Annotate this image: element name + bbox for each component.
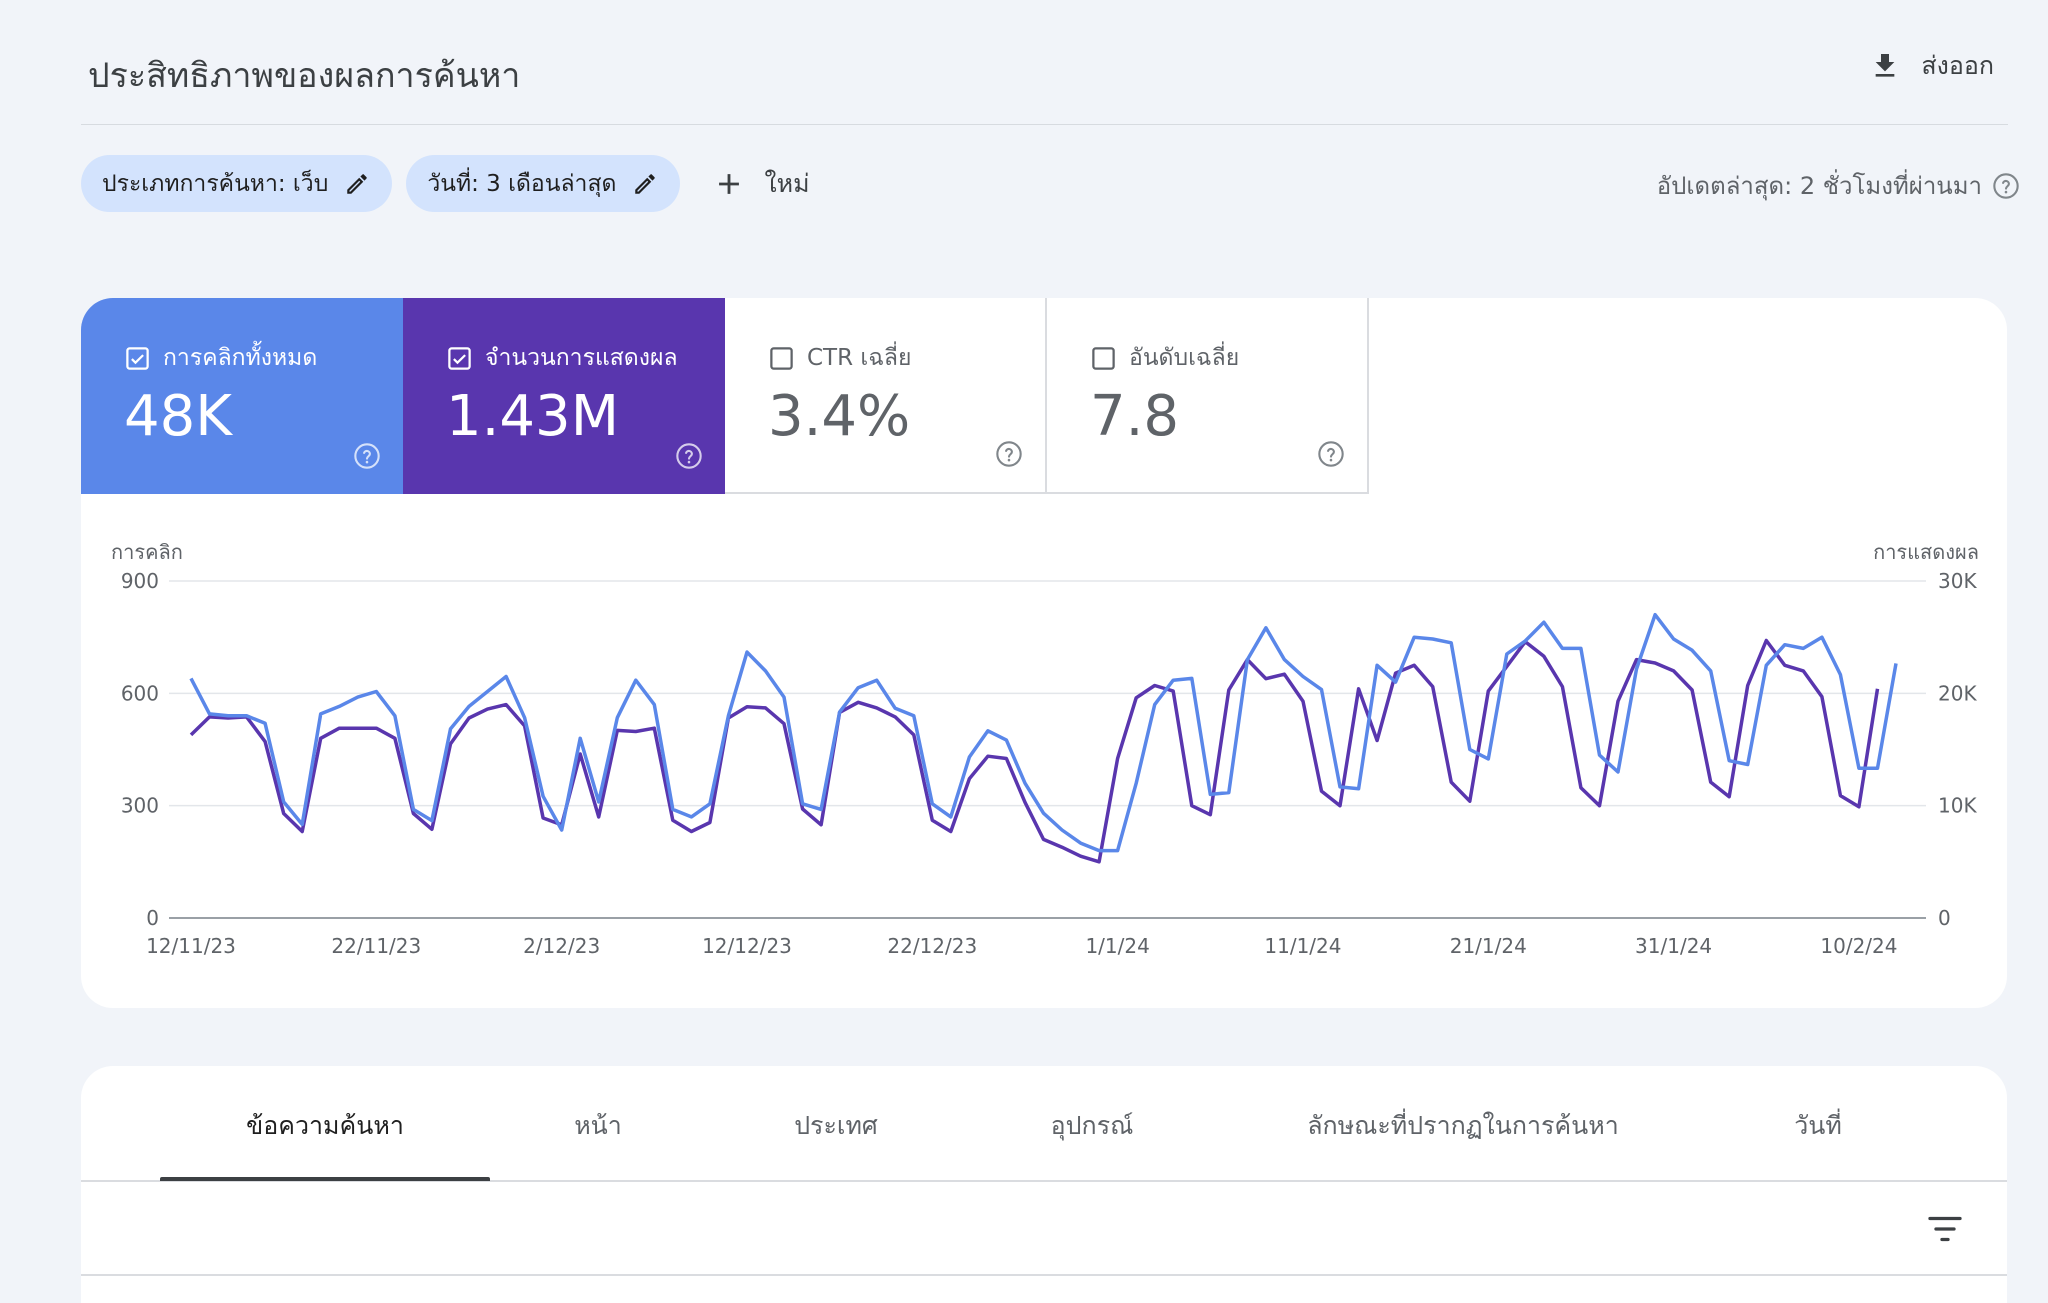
metric-average-position[interactable]: อันดับเฉลี่ย 7.8 bbox=[1047, 298, 1369, 494]
y-tick-label: 600 bbox=[121, 681, 159, 705]
metric-value: 7.8 bbox=[1090, 384, 1180, 449]
x-tick-label: 2/12/23 bbox=[523, 934, 600, 958]
metric-average-ctr[interactable]: CTR เฉลี่ย 3.4% bbox=[725, 298, 1047, 494]
checkbox-unchecked-icon[interactable] bbox=[768, 345, 795, 372]
y-axis-title: การคลิก bbox=[111, 540, 183, 564]
x-tick-label: 11/1/24 bbox=[1264, 934, 1341, 958]
dimension-tabs: ข้อความค้นหา หน้า ประเทศ อุปกรณ์ ลักษณะท… bbox=[81, 1066, 2007, 1182]
y2-axis-title: การแสดงผล bbox=[1873, 540, 1979, 564]
active-tab-indicator bbox=[160, 1177, 490, 1181]
y-tick-label: 0 bbox=[146, 906, 159, 930]
add-filter-label: ใหม่ bbox=[764, 168, 810, 198]
help-icon[interactable] bbox=[353, 442, 381, 470]
page-title: ประสิทธิภาพของผลการค้นหา bbox=[88, 56, 521, 96]
y2-tick-label: 30K bbox=[1938, 569, 1977, 593]
help-icon[interactable] bbox=[1992, 172, 2020, 200]
x-tick-label: 22/12/23 bbox=[887, 934, 977, 958]
edit-icon bbox=[347, 173, 368, 194]
export-button[interactable]: ส่งออก bbox=[1869, 46, 1994, 86]
tab-search-appearance[interactable]: ลักษณะที่ปรากฏในการค้นหา bbox=[1307, 1111, 1619, 1140]
search-type-chip[interactable]: ประเภทการค้นหา: เว็บ bbox=[81, 155, 393, 212]
filter-bar: ประเภทการค้นหา: เว็บ วันที่: 3 เดือนล่าส… bbox=[81, 155, 810, 212]
metric-value: 48K bbox=[124, 384, 232, 449]
filter-list-icon[interactable] bbox=[1927, 1214, 1963, 1244]
checkbox-unchecked-icon[interactable] bbox=[1090, 345, 1117, 372]
date-range-chip[interactable]: วันที่: 3 เดือนล่าสุด bbox=[406, 155, 681, 212]
impressions-line bbox=[189, 638, 1880, 864]
export-label: ส่งออก bbox=[1921, 51, 1994, 80]
metric-tiles: การคลิกทั้งหมด 48K จำนวนการแสดงผล 1.43M … bbox=[81, 298, 1369, 494]
download-icon bbox=[1876, 54, 1895, 77]
help-icon[interactable] bbox=[1317, 440, 1345, 468]
x-tick-label: 12/11/23 bbox=[146, 934, 236, 958]
page-header: ประสิทธิภาพของผลการค้นหา ส่งออก bbox=[81, 0, 2008, 125]
checkbox-checked-icon[interactable] bbox=[124, 345, 151, 372]
y2-tick-label: 20K bbox=[1938, 681, 1977, 705]
tab-countries[interactable]: ประเทศ bbox=[794, 1111, 878, 1140]
tab-pages[interactable]: หน้า bbox=[574, 1111, 622, 1140]
y2-tick-label: 10K bbox=[1938, 794, 1977, 818]
x-tick-label: 10/2/24 bbox=[1820, 934, 1897, 958]
help-icon[interactable] bbox=[995, 440, 1023, 468]
x-tick-label: 22/11/23 bbox=[331, 934, 421, 958]
metric-total-clicks[interactable]: การคลิกทั้งหมด 48K bbox=[81, 298, 403, 494]
table-filter-row bbox=[81, 1184, 2007, 1276]
metric-label: จำนวนการแสดงผล bbox=[485, 345, 678, 371]
tab-queries[interactable]: ข้อความค้นหา bbox=[246, 1111, 404, 1140]
metric-value: 3.4% bbox=[768, 384, 911, 449]
last-updated-text: อัปเดตล่าสุด: 2 ชั่วโมงที่ผ่านมา bbox=[1656, 172, 1982, 200]
plus-icon bbox=[719, 173, 740, 194]
last-updated: อัปเดตล่าสุด: 2 ชั่วโมงที่ผ่านมา bbox=[1657, 166, 2020, 205]
help-icon[interactable] bbox=[675, 442, 703, 470]
dimensions-card: ข้อความค้นหา หน้า ประเทศ อุปกรณ์ ลักษณะท… bbox=[81, 1066, 2007, 1303]
x-tick-label: 1/1/24 bbox=[1085, 934, 1149, 958]
metric-label: อันดับเฉลี่ย bbox=[1129, 345, 1240, 371]
add-filter-button[interactable]: ใหม่ bbox=[712, 164, 810, 204]
y2-tick-label: 0 bbox=[1938, 906, 1951, 930]
x-tick-label: 21/1/24 bbox=[1450, 934, 1527, 958]
checkbox-checked-icon[interactable] bbox=[446, 345, 473, 372]
metric-label: การคลิกทั้งหมด bbox=[163, 345, 318, 371]
clicks-line bbox=[189, 612, 1898, 853]
metric-value: 1.43M bbox=[446, 384, 620, 449]
metric-label: CTR เฉลี่ย bbox=[807, 345, 912, 371]
tab-devices[interactable]: อุปกรณ์ bbox=[1050, 1111, 1134, 1140]
line-chart[interactable]: 0 0 300 10K 600 20K 900 30K การคลิก การแสดงผล 12/1… bbox=[81, 523, 2007, 983]
x-tick-label: 31/1/24 bbox=[1635, 934, 1712, 958]
x-tick-label: 12/12/23 bbox=[702, 934, 792, 958]
y-tick-label: 300 bbox=[121, 794, 159, 818]
performance-chart[interactable]: 0 0 300 10K 600 20K 900 30K การคลิก การแสดงผล 12/1… bbox=[81, 523, 2007, 983]
edit-icon bbox=[635, 173, 656, 194]
metric-impressions[interactable]: จำนวนการแสดงผล 1.43M bbox=[403, 298, 725, 494]
date-range-chip-label: วันที่: 3 เดือนล่าสุด bbox=[427, 170, 617, 197]
y-tick-label: 900 bbox=[121, 569, 159, 593]
performance-card: การคลิกทั้งหมด 48K จำนวนการแสดงผล 1.43M … bbox=[81, 298, 2007, 1008]
tab-dates[interactable]: วันที่ bbox=[1794, 1111, 1842, 1140]
search-type-chip-label: ประเภทการค้นหา: เว็บ bbox=[102, 170, 329, 197]
